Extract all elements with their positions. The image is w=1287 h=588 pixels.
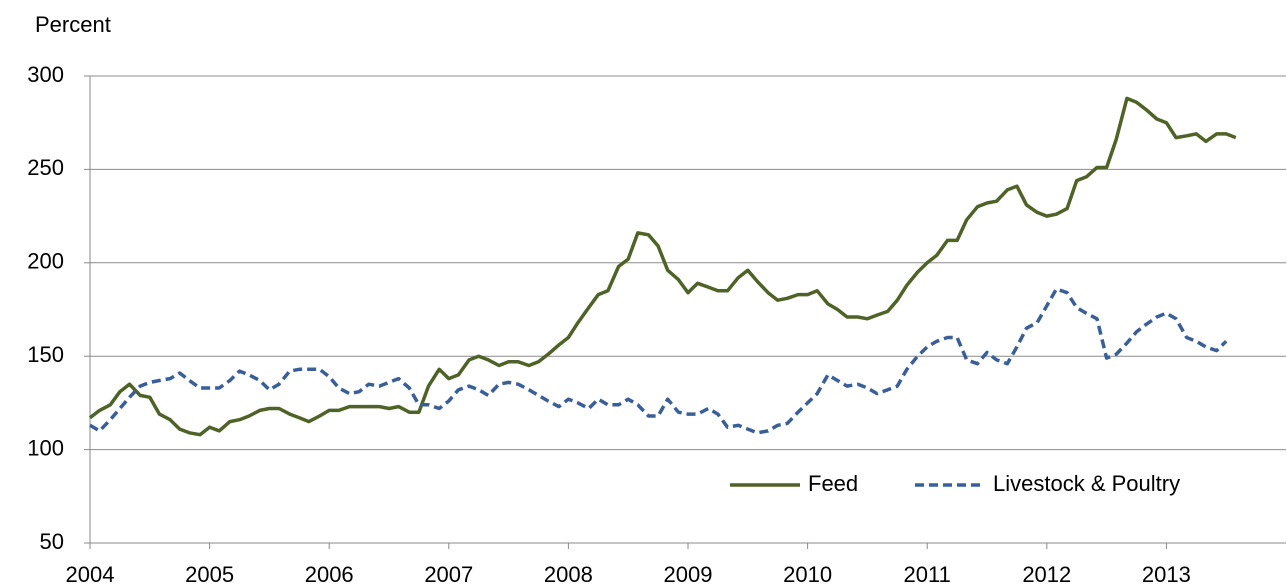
x-tick-label: 2004 (66, 562, 115, 587)
x-tick-label: 2009 (664, 562, 713, 587)
series-line (88, 96, 1237, 437)
y-tick-label: 300 (27, 62, 64, 87)
series-line (89, 287, 1228, 435)
y-tick-label: 250 (27, 155, 64, 180)
y-tick-label: 100 (27, 435, 64, 460)
x-tick-label: 2011 (904, 562, 951, 587)
y-tick-label: 200 (27, 249, 64, 274)
x-tick-label: 2008 (544, 562, 593, 587)
legend-label: Livestock & Poultry (993, 471, 1180, 496)
x-tick-label: 2007 (424, 562, 473, 587)
x-tick-label: 2013 (1142, 562, 1191, 587)
legend-label: Feed (808, 471, 858, 496)
y-axis-label: Percent (35, 12, 111, 37)
x-tick-label: 2012 (1022, 562, 1071, 587)
x-tick-label: 2010 (783, 562, 832, 587)
y-tick-label: 50 (40, 529, 64, 554)
x-tick-label: 2005 (185, 562, 234, 587)
x-tick-label: 2006 (305, 562, 354, 587)
y-tick-label: 150 (27, 342, 64, 367)
